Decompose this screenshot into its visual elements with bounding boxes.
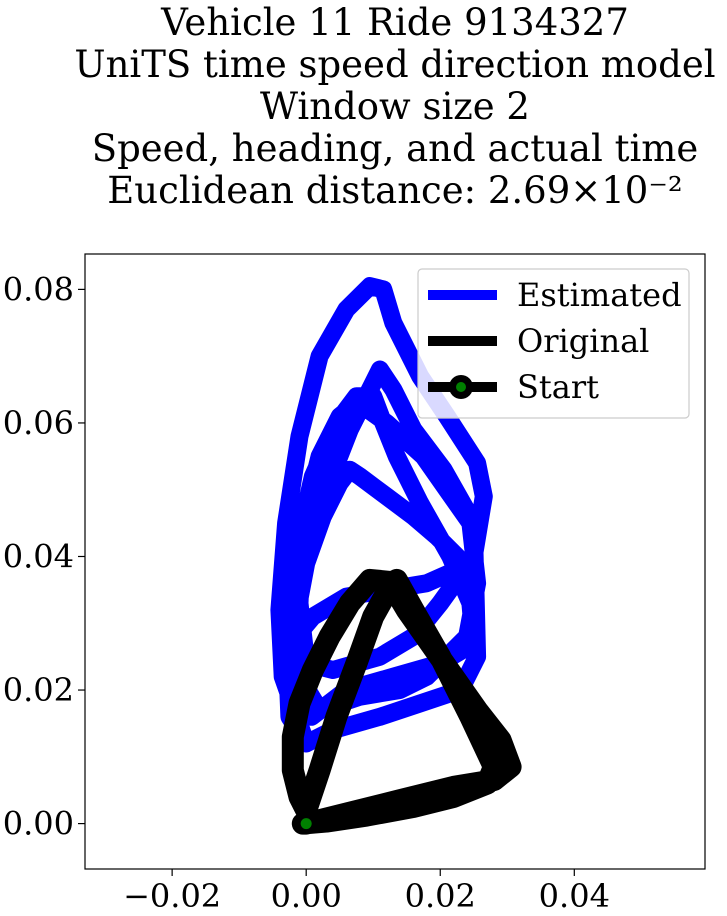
title-line-1: Vehicle 11 Ride 9134327 <box>160 1 629 44</box>
series-line-original <box>281 568 522 835</box>
x-tick-label: 0.04 <box>539 877 610 915</box>
title-line-5: Euclidean distance: 2.69×10⁻² <box>107 169 682 212</box>
legend-label-estimated: Estimated <box>517 276 682 314</box>
series-line-estimated <box>270 277 493 753</box>
start-marker <box>300 818 312 830</box>
legend-label-original: Original <box>517 322 649 360</box>
x-tick-label: −0.02 <box>123 877 221 915</box>
x-tick-label: 0.00 <box>271 877 342 915</box>
plot-frame <box>84 253 706 870</box>
y-tick-label: 0.00 <box>3 805 74 843</box>
legend: Estimated Original Start <box>417 268 690 419</box>
title-line-3: Window size 2 <box>260 85 530 128</box>
y-tick-label: 0.08 <box>3 270 74 308</box>
x-axis: −0.02 0.00 0.02 0.04 <box>123 869 610 915</box>
legend-box <box>417 268 690 419</box>
y-axis: 0.00 0.02 0.04 0.06 0.08 <box>3 270 85 843</box>
x-tick-label: 0.02 <box>405 877 476 915</box>
y-tick-label: 0.04 <box>3 537 74 575</box>
legend-label-start: Start <box>517 368 599 406</box>
y-tick-label: 0.02 <box>3 671 74 709</box>
y-tick-label: 0.06 <box>3 404 74 442</box>
title-line-4: Speed, heading, and actual time <box>92 127 699 170</box>
legend-swatch-start-dot <box>456 382 466 392</box>
title-line-2: UniTS time speed direction model <box>74 43 715 86</box>
plot-series <box>270 277 522 835</box>
